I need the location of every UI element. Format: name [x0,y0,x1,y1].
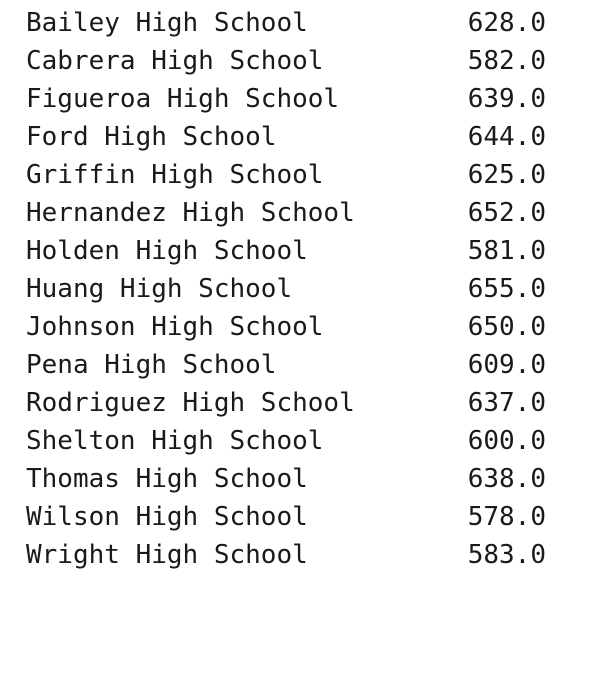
school-value: 644.0 [467,122,546,152]
school-name: Cabrera High School [26,46,324,76]
series-row: Holden High School 581.0 [26,232,586,270]
school-value: 583.0 [467,540,546,570]
series-row: Huang High School 655.0 [26,270,586,308]
school-name: Holden High School [26,236,308,266]
school-value: 582.0 [467,46,546,76]
school-name: Wright High School [26,540,308,570]
school-name: Pena High School [26,350,277,380]
school-name: Bailey High School [26,8,308,38]
school-value: 639.0 [467,84,546,114]
series-row: Pena High School 609.0 [26,346,586,384]
series-row: Figueroa High School 639.0 [26,80,586,118]
school-value: 628.0 [467,8,546,38]
school-value: 637.0 [467,388,546,418]
school-name: Thomas High School [26,464,308,494]
school-value: 655.0 [467,274,546,304]
school-name: Hernandez High School [26,198,355,228]
school-name: Figueroa High School [26,84,340,114]
school-name: Huang High School [26,274,293,304]
series-row: Thomas High School 638.0 [26,460,586,498]
series-row: Wilson High School 578.0 [26,498,586,536]
series-row: Shelton High School 600.0 [26,422,586,460]
school-value: 600.0 [467,426,546,456]
series-row: Hernandez High School 652.0 [26,194,586,232]
school-name: Rodriguez High School [26,388,355,418]
series-row: Ford High School 644.0 [26,118,586,156]
school-value: 578.0 [467,502,546,532]
school-value: 609.0 [467,350,546,380]
school-value: 650.0 [467,312,546,342]
school-name: Shelton High School [26,426,324,456]
school-value: 625.0 [467,160,546,190]
school-name: Wilson High School [26,502,308,532]
school-name: Griffin High School [26,160,324,190]
school-value: 581.0 [467,236,546,266]
series-row: Rodriguez High School 637.0 [26,384,586,422]
series-row: Bailey High School 628.0 [26,4,586,42]
series-output: Bailey High School 628.0 Cabrera High Sc… [26,4,586,574]
school-name: Ford High School [26,122,277,152]
school-name: Johnson High School [26,312,324,342]
series-row: Johnson High School 650.0 [26,308,586,346]
school-value: 638.0 [467,464,546,494]
series-row: Wright High School 583.0 [26,536,586,574]
school-value: 652.0 [467,198,546,228]
series-row: Cabrera High School 582.0 [26,42,586,80]
series-row: Griffin High School 625.0 [26,156,586,194]
